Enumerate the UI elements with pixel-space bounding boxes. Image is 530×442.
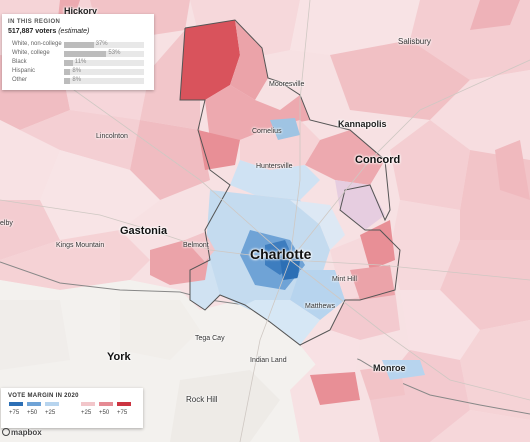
region-precincts [150,20,425,405]
legend-swatch [27,402,41,406]
demographic-bar-track: 53% [64,50,144,57]
demographic-percent: 11% [74,59,87,65]
demographic-bar-fill [64,42,94,48]
place-label-cornelius: Cornelius [252,128,282,135]
legend-swatch [81,402,95,406]
place-label-matthews: Matthews [305,303,335,310]
demographic-row: White, college 53% [8,50,148,58]
place-label-tega-cay: Tega Cay [195,335,225,342]
demographic-label: Hispanic [12,68,36,74]
place-label-salisbury: Salisbury [398,37,431,46]
voters-summary: 517,887 voters (estimate) [8,28,89,35]
legend-swatch [45,402,59,406]
place-label-huntersville: Huntersville [256,163,293,170]
place-label-gastonia: Gastonia [120,225,168,237]
demographic-bar-track: 11% [64,59,144,66]
demographic-bar-track: 37% [64,41,144,48]
demographic-percent: 8% [72,68,82,74]
legend-tick: +25 [45,410,56,416]
demographic-bar-fill [64,69,71,75]
legend-tick: +75 [117,410,128,416]
region-outline [179,19,401,346]
legend-title: VOTE MARGIN IN 2020 [8,393,79,399]
legend-swatch [99,402,113,406]
demographic-row: Black 11% [8,59,148,67]
legend-swatch [9,402,23,406]
vote-margin-legend: VOTE MARGIN IN 2020 +75 +50 +25 +25 +50 … [1,388,143,428]
place-label-york: York [107,351,131,363]
demographic-row: Hispanic 8% [8,68,148,76]
demographic-percent: 8% [72,77,82,83]
mapbox-logo-icon [2,428,10,436]
demographic-bar-fill [64,78,71,84]
demographic-row: White, non-college 37% [8,41,148,49]
place-label-shelby: elby [0,220,13,227]
place-label-belmont: Belmont [183,242,209,249]
legend-tick: +25 [81,410,92,416]
legend-swatch [117,402,131,406]
demographic-bar-fill [64,51,107,57]
demographic-row: Other 8% [8,77,148,85]
place-label-mint-hill: Mint Hill [332,276,357,283]
place-label-indian-land: Indian Land [250,357,287,364]
place-label-kings-mountain: Kings Mountain [56,242,105,249]
demographic-percent: 37% [95,41,108,47]
place-label-mooresville: Mooresville [269,81,305,88]
place-label-kannapolis: Kannapolis [338,119,387,129]
info-heading: IN THIS REGION [8,19,61,25]
mapbox-attribution[interactable]: mapbox [2,428,42,437]
place-label-rock-hill: Rock Hill [186,395,218,404]
demographic-bar-track: 8% [64,68,144,75]
demographic-label: White, non-college [12,41,62,47]
legend-tick: +50 [99,410,110,416]
place-label-monroe: Monroe [373,363,406,373]
demographic-label: Black [12,59,27,65]
legend-tick: +50 [27,410,38,416]
demographic-label: White, college [12,50,50,56]
voters-note: (estimate) [58,28,90,35]
demographic-label: Other [12,77,28,83]
region-info-panel: IN THIS REGION 517,887 voters (estimate)… [2,14,154,90]
demographic-percent: 53% [108,50,121,56]
legend-tick: +75 [9,410,20,416]
demographic-bar-track: 8% [64,77,144,84]
place-label-hickory: Hickory [64,6,98,16]
place-label-concord: Concord [355,154,401,166]
demographic-bar-fill [64,60,73,66]
mapbox-brand: mapbox [11,428,42,437]
north-precinct-strong-red [180,20,240,100]
place-label-charlotte: Charlotte [250,246,312,262]
voters-count: 517,887 voters [8,28,57,35]
place-label-lincolnton: Lincolnton [96,133,128,140]
